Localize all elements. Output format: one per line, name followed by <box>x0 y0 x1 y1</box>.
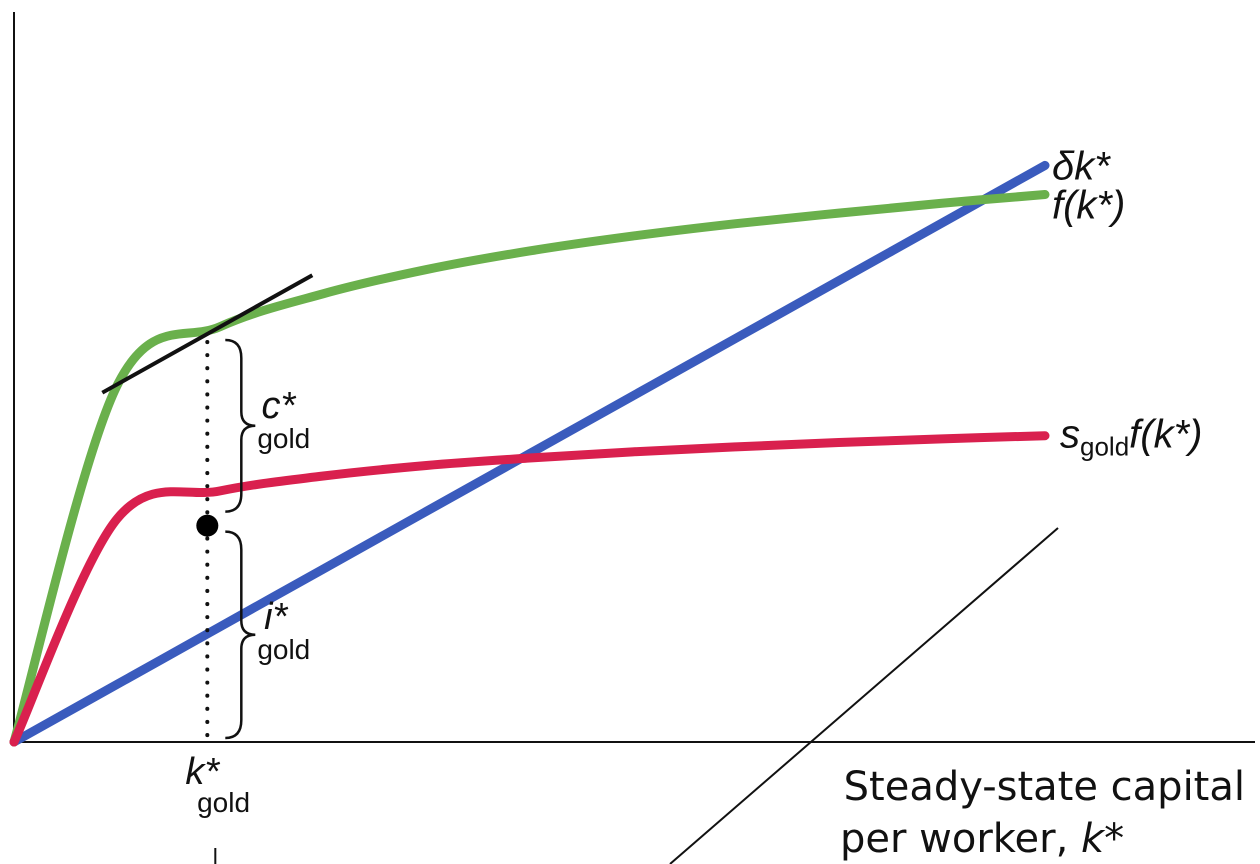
tangent-line <box>101 273 314 395</box>
series-line-f-k <box>9 190 1050 747</box>
investment-brace <box>225 530 256 740</box>
s-gold-f-k-line-label: sgoldf(k*) <box>1060 413 1202 462</box>
series-line-s-gold-f-k <box>9 431 1050 747</box>
i-gold-label: i* gold <box>257 596 310 665</box>
golden-rule-point <box>196 514 219 537</box>
x-axis-title-line2: per worker, k* <box>840 816 1124 862</box>
x-axis-title-line2-text: per worker, <box>840 816 1081 862</box>
x-axis-title-line1: Steady-state capital <box>844 764 1245 810</box>
series-layer <box>9 160 1050 747</box>
axes <box>13 12 1255 743</box>
k-gold-tick-label: k* gold <box>185 751 250 818</box>
x-axis-title-var: k* <box>1081 816 1124 862</box>
x-axis-title: Steady-state capital per worker, k* <box>840 764 1245 862</box>
label-leader-line <box>669 527 1059 864</box>
delta-k-line-label: δk* <box>1052 144 1111 188</box>
f-k-line-label: f(k*) <box>1052 184 1125 228</box>
label-layer: δk*f(k*) sgoldf(k*) c* gold i* gold k* gold <box>185 144 1202 818</box>
c-gold-label: c* gold <box>257 385 310 454</box>
